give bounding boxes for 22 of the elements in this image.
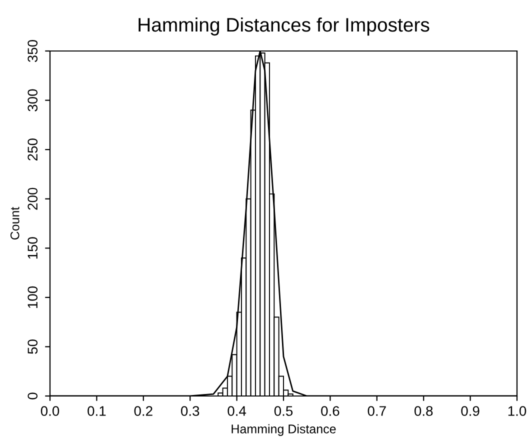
- y-tick-label: 300: [28, 89, 38, 112]
- x-tick-label: 0.2: [134, 406, 152, 416]
- x-tick-label: 0.9: [461, 406, 480, 416]
- chart-title: Hamming Distances for Imposters: [138, 17, 430, 36]
- x-tick-label: 1.0: [508, 406, 526, 416]
- y-tick-label: 50: [28, 340, 38, 354]
- x-tick-label: 0.4: [228, 406, 246, 416]
- y-tick-label: 200: [28, 188, 38, 210]
- y-tick-label: 250: [28, 138, 38, 160]
- x-tick-label: 0.3: [180, 406, 200, 416]
- x-axis-title: Hamming Distance: [232, 424, 336, 436]
- y-tick-label: 150: [28, 237, 38, 259]
- y-tick-label: 350: [28, 40, 38, 62]
- x-tick-label: 0.0: [40, 406, 60, 416]
- x-tick-label: 0.6: [321, 406, 340, 416]
- x-tick-label: 0.8: [414, 406, 433, 416]
- y-axis-title: Count: [10, 206, 20, 240]
- x-tick-label: 0.5: [274, 406, 293, 416]
- y-tick-label: 0: [28, 392, 38, 400]
- y-tick-label: 100: [28, 286, 38, 308]
- x-tick-label: 0.1: [88, 406, 106, 416]
- x-tick-label: 0.7: [368, 406, 386, 416]
